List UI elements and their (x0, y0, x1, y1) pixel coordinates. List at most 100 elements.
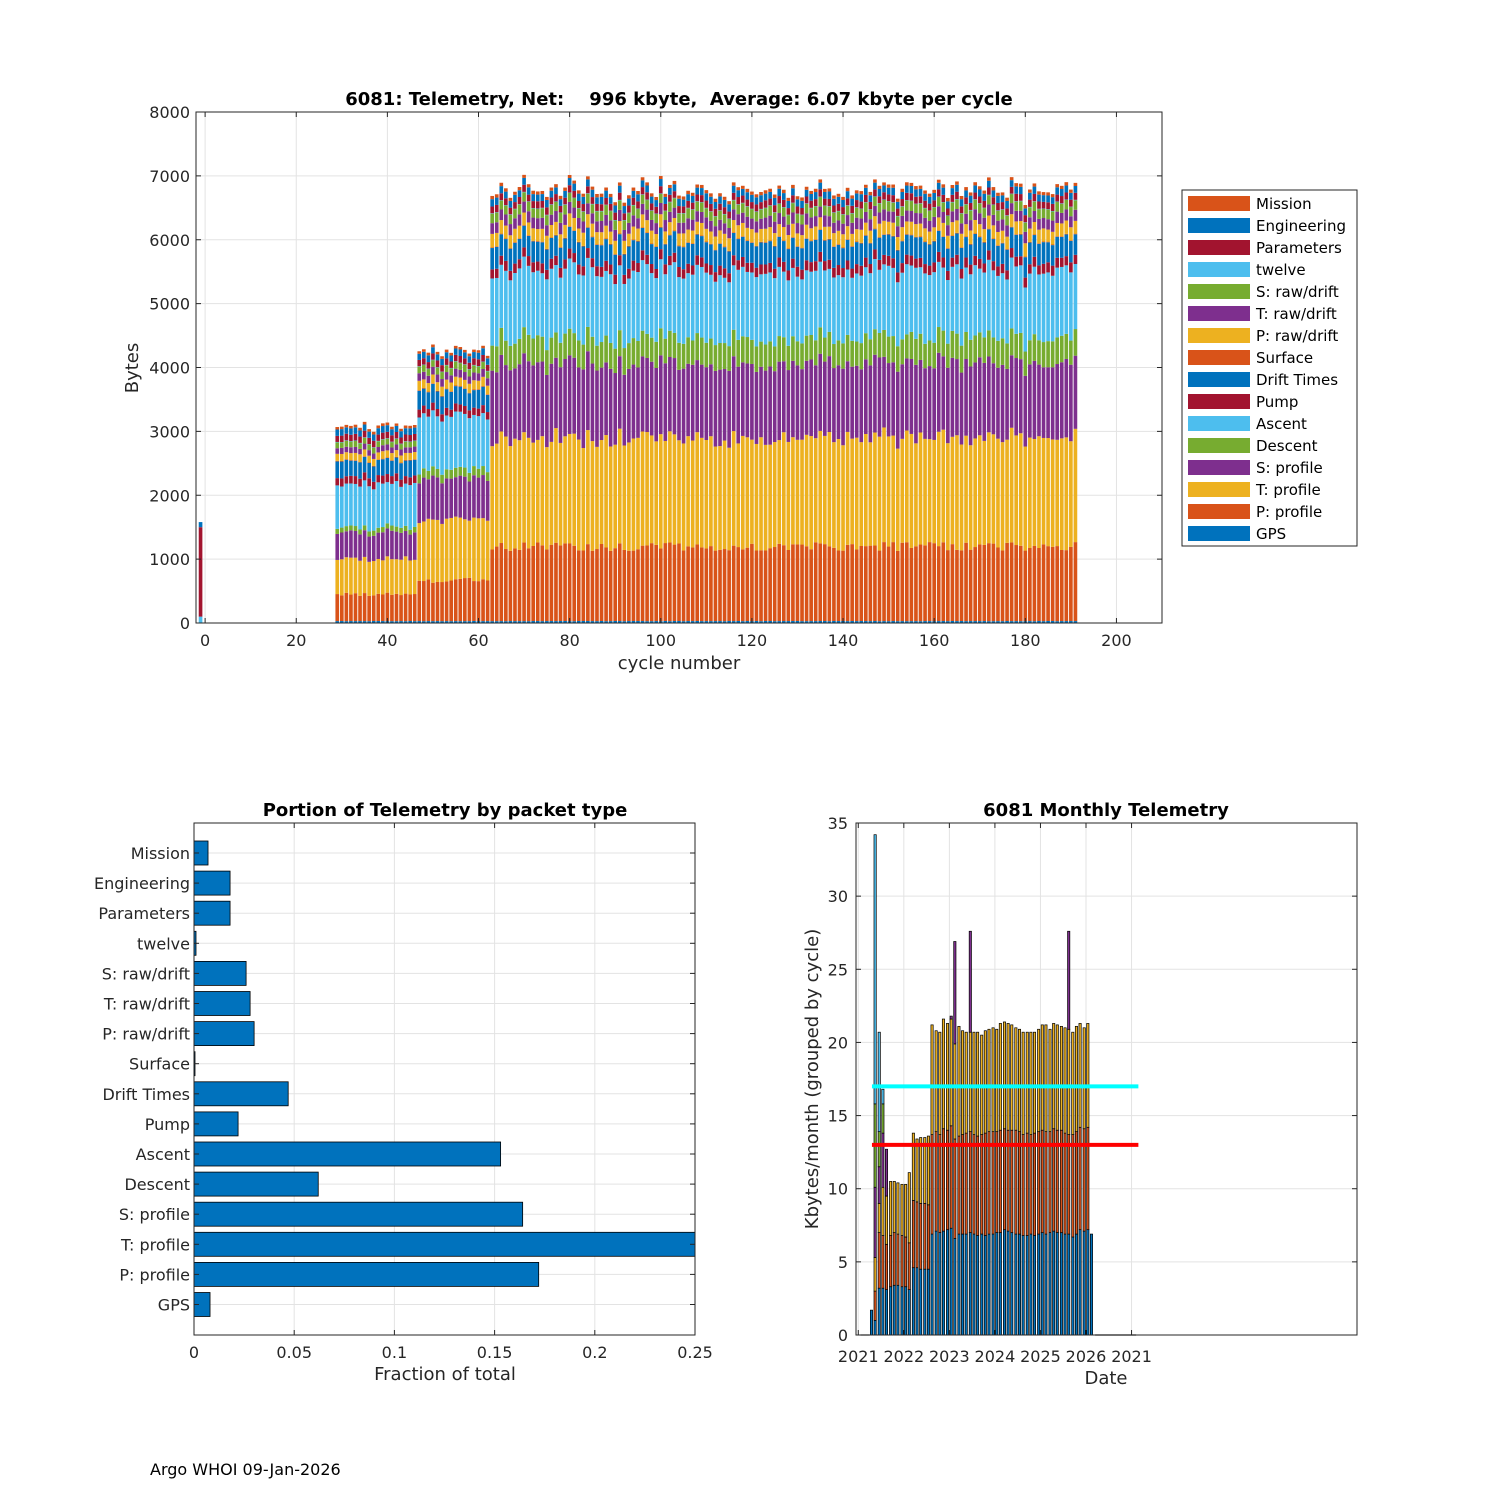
monthly-bar-segment-gps (991, 1233, 995, 1336)
telemetry-bar-segment-drift-times (882, 234, 886, 255)
telemetry-bar-segment-p-profile (1064, 550, 1069, 622)
telemetry-bar-segment-t-profile (695, 432, 700, 545)
telemetry-bar-segment-t-profile (936, 431, 941, 547)
telemetry-bar-segment-s-raw-drift (987, 195, 991, 205)
telemetry-bar-segment-gps (772, 621, 777, 623)
telemetry-bar-segment-t-raw-drift (804, 213, 809, 225)
telemetry-bar-segment-p-raw-drift (909, 221, 914, 235)
telemetry-bar-segment-ascent (640, 260, 645, 331)
telemetry-xtick-label: 0 (200, 631, 210, 650)
telemetry-bar-segment-t-profile (358, 560, 362, 596)
telemetry-bar-segment-gps (809, 621, 813, 623)
telemetry-bar-segment-pump (781, 261, 786, 272)
telemetry-bar-segment-ascent (927, 275, 932, 341)
telemetry-bar-segment-mission (1059, 185, 1064, 190)
telemetry-bar-segment-engineering (905, 185, 909, 193)
telemetry-bar-segment-gps (895, 621, 900, 623)
telemetry-bar-segment-engineering (690, 195, 695, 203)
telemetry-bar-segment-mission (914, 186, 918, 190)
monthly-bar-segment-t-profile (998, 1023, 1002, 1131)
telemetry-bar-segment-t-raw-drift (740, 212, 745, 223)
telemetry-bar-segment-gps (440, 621, 444, 623)
telemetry-bar-segment-gps (572, 621, 577, 623)
telemetry-bar-segment-surface (722, 246, 727, 248)
telemetry-bar-segment-s-raw-drift (827, 206, 832, 217)
telemetry-bar-segment-gps (813, 621, 818, 623)
telemetry-bar-segment-pump (1014, 256, 1019, 267)
monthly-bar-segment-p-profile (987, 1131, 991, 1235)
telemetry-bar-segment-descent (371, 530, 376, 536)
telemetry-bar-segment-ascent (859, 275, 864, 344)
telemetry-bar-segment-p-profile (458, 578, 463, 622)
telemetry-bar-segment-s-raw-drift (1050, 211, 1055, 221)
telemetry-bar-segment-engineering (640, 180, 645, 188)
telemetry-bar-segment-t-profile (941, 429, 946, 543)
telemetry-bar-segment-s-raw-drift (458, 363, 463, 370)
telemetry-bar-segment-gps (891, 621, 895, 623)
telemetry-bar-segment-descent (567, 328, 572, 356)
telemetry-bar-segment-s-profile (1009, 355, 1014, 428)
telemetry-bar-segment-descent (531, 338, 536, 366)
telemetry-bar-segment-s-profile (740, 362, 745, 436)
telemetry-bar-segment-descent (476, 468, 481, 478)
telemetry-bar-segment-engineering (599, 196, 604, 205)
telemetry-bar-segment-t-raw-drift (499, 209, 504, 221)
telemetry-bar-segment-parameters (923, 200, 927, 208)
telemetry-bar-segment-s-raw-drift (449, 368, 453, 376)
telemetry-bar-segment-s-profile (672, 358, 677, 435)
telemetry-bar-segment-t-profile (795, 439, 800, 545)
telemetry-bar-segment-p-raw-drift (996, 231, 1000, 246)
telemetry-bar-segment-descent (932, 342, 936, 369)
telemetry-bar-segment-drift-times (1018, 234, 1023, 257)
telemetry-bar-segment-descent (463, 467, 467, 477)
telemetry-bar-segment-p-profile (581, 550, 586, 622)
telemetry-bar-segment-engineering (709, 196, 713, 204)
telemetry-bar-segment-twelve (827, 206, 832, 207)
telemetry-bar-segment-twelve (604, 204, 608, 206)
telemetry-bar-segment-s-profile (572, 357, 577, 434)
telemetry-bar-segment-ascent (380, 483, 385, 528)
telemetry-bar-segment-mission (836, 193, 841, 197)
telemetry-bar-segment-gps (586, 621, 590, 623)
telemetry-bar-segment-parameters (668, 194, 672, 202)
telemetry-bar-segment-p-profile (791, 544, 795, 622)
telemetry-bar-segment-t-raw-drift (955, 209, 959, 221)
telemetry-bar-segment-s-profile (863, 359, 868, 434)
telemetry-bar-segment-mission (909, 182, 914, 187)
telemetry-bar-segment-p-profile (882, 542, 886, 622)
telemetry-bar-segment-p-raw-drift (681, 233, 686, 247)
telemetry-bar-segment-engineering (754, 197, 759, 205)
telemetry-bar-segment-p-raw-drift (463, 379, 467, 389)
telemetry-bar-segment-engineering (886, 187, 891, 195)
telemetry-bar-segment-p-profile (1009, 542, 1014, 622)
telemetry-bar-segment-engineering (946, 201, 950, 209)
telemetry-bar-segment-surface (818, 229, 823, 231)
telemetry-bar-segment-surface (627, 245, 631, 247)
telemetry-bar-segment-p-raw-drift (1014, 221, 1019, 235)
telemetry-bar-segment-p-raw-drift (886, 221, 891, 234)
telemetry-bar-segment-mission (617, 182, 622, 186)
telemetry-bar-segment-parameters (435, 360, 440, 368)
telemetry-bar-segment-t-profile (1032, 438, 1037, 546)
telemetry-bar-segment-surface (859, 242, 864, 244)
telemetry-bar-segment-p-profile (786, 549, 791, 622)
telemetry-bar-segment-drift-times (426, 392, 431, 410)
telemetry-bar-segment-surface (709, 243, 713, 245)
legend-swatch-s-profile (1188, 460, 1250, 475)
telemetry-bar-segment-descent (873, 329, 877, 355)
telemetry-bar-segment-gps (581, 621, 586, 623)
telemetry-bar-segment-t-profile (522, 432, 526, 543)
telemetry-bar-segment-gps (991, 621, 996, 623)
telemetry-bar-segment-engineering (517, 190, 522, 197)
telemetry-bar-segment-t-raw-drift (394, 444, 399, 451)
telemetry-bar-segment-mission (895, 198, 900, 202)
telemetry-bar-segment-s-profile (800, 369, 804, 440)
telemetry-bar-segment-ascent (599, 276, 604, 343)
telemetry-bar-segment-surface (494, 246, 499, 247)
telemetry-bar-segment-ascent (950, 266, 955, 331)
telemetry-bar-segment-twelve (399, 443, 403, 445)
portion-bar-s-raw-drift (193, 961, 247, 986)
telemetry-bar-segment-s-profile (535, 362, 540, 440)
telemetry-bar-segment-t-raw-drift (772, 221, 777, 234)
telemetry-bar-segment-descent (832, 344, 836, 369)
